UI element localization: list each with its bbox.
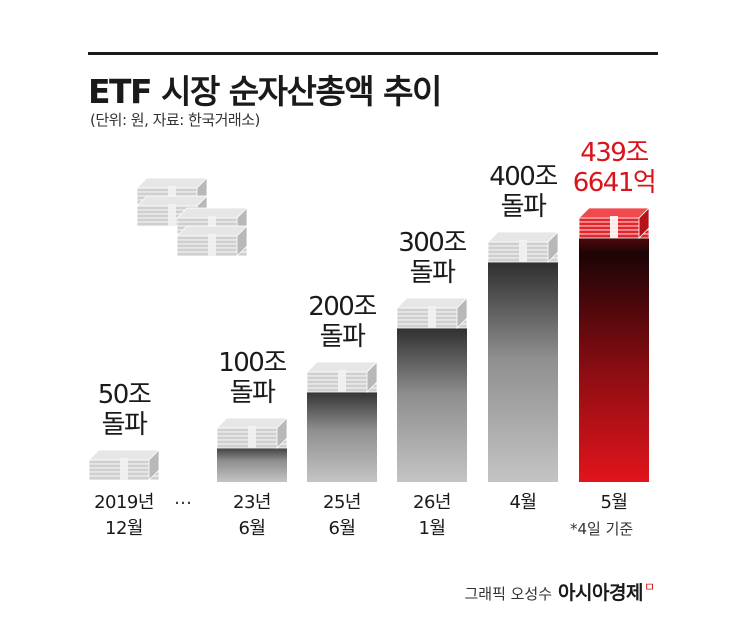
bar-4 xyxy=(488,258,558,482)
bar-3 xyxy=(397,324,467,482)
category-label-0: 2019년 12월 xyxy=(74,490,174,542)
value-label-2: 200조 돌파 xyxy=(287,292,397,352)
value-label-line: 100조 xyxy=(218,348,287,378)
value-label-line: 50조 xyxy=(97,380,152,410)
value-label-line: 돌파 xyxy=(500,192,547,222)
bar-5 xyxy=(579,234,649,482)
category-label-3: 26년 1월 xyxy=(382,490,482,542)
value-label-line: 6641억 xyxy=(572,168,657,198)
value-label-line: 돌파 xyxy=(229,378,276,408)
bar-1 xyxy=(217,444,287,482)
brand-logo: 아시아경제 xyxy=(558,582,643,604)
value-label-line: 439조 xyxy=(580,138,649,168)
category-label-line: 6월 xyxy=(328,518,356,539)
category-label-line: 2019년 xyxy=(94,492,154,513)
footnote: *4일 기준 xyxy=(570,520,634,538)
axis-break: … xyxy=(174,488,194,509)
category-label-4: 4월 xyxy=(473,490,573,516)
category-label-line: 23년 xyxy=(233,492,271,513)
value-label-4: 400조 돌파 xyxy=(468,162,578,222)
money-stack-5 xyxy=(578,207,650,239)
value-label-line: 돌파 xyxy=(319,322,366,352)
value-label-0: 50조 돌파 xyxy=(69,380,179,440)
category-label-2: 25년 6월 xyxy=(292,490,392,542)
category-label-line: 1월 xyxy=(418,518,446,539)
category-label-line: 5월 xyxy=(600,492,628,513)
category-label-1: 23년 6월 xyxy=(202,490,302,542)
money-stacks-illustration xyxy=(136,177,248,257)
brand-mark-icon: ㅁ xyxy=(643,580,655,594)
credit: 그래픽 오성수 아시아경제ㅁ xyxy=(464,578,655,605)
value-label-line: 400조 xyxy=(489,162,558,192)
bar-2 xyxy=(307,388,377,482)
chart-title: ETF 시장 순자산총액 추이 xyxy=(88,72,442,111)
category-label-line: 26년 xyxy=(413,492,451,513)
money-stack-4 xyxy=(487,231,559,263)
category-label-line: 6월 xyxy=(238,518,266,539)
money-stack-0 xyxy=(88,449,160,481)
money-stack-1 xyxy=(216,417,288,449)
value-label-1: 100조 돌파 xyxy=(197,348,307,408)
decor-stack-d xyxy=(176,225,248,257)
category-label-line: 12월 xyxy=(105,518,143,539)
value-label-3: 300조 돌파 xyxy=(377,228,487,288)
category-label-5: 5월 xyxy=(564,490,664,516)
value-label-line: 300조 xyxy=(398,228,467,258)
value-label-line: 200조 xyxy=(308,292,377,322)
category-label-line: 4월 xyxy=(509,492,537,513)
credit-text: 그래픽 오성수 xyxy=(464,585,553,603)
top-rule xyxy=(88,52,658,55)
money-stack-3 xyxy=(396,297,468,329)
value-label-line: 돌파 xyxy=(101,410,148,440)
value-label-5: 439조 6641억 xyxy=(559,138,669,198)
value-label-line: 돌파 xyxy=(409,258,456,288)
money-stack-2 xyxy=(306,361,378,393)
category-label-line: 25년 xyxy=(323,492,361,513)
chart-subtitle: (단위: 원, 자료: 한국거래소) xyxy=(90,111,260,129)
